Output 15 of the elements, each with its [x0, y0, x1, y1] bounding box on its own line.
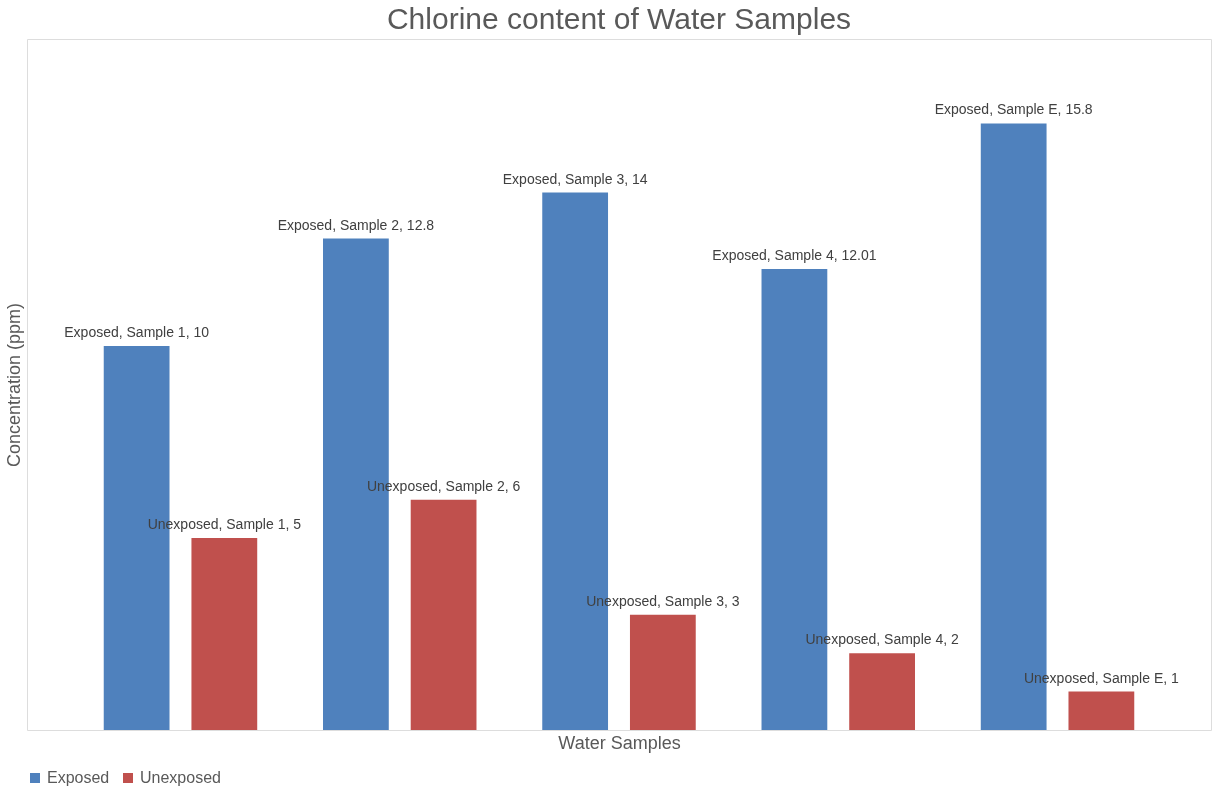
y-axis-title: Concentration (ppm) — [3, 302, 24, 468]
data-label: Exposed, Sample 3, 14 — [502, 170, 648, 187]
data-label: Exposed, Sample 2, 12.8 — [277, 216, 435, 233]
legend-label: Exposed — [47, 769, 110, 786]
bar — [849, 653, 915, 730]
data-label: Exposed, Sample E, 15.8 — [934, 101, 1093, 118]
legend-label: Unexposed — [140, 769, 221, 786]
x-axis-title: Water Samples — [558, 732, 681, 753]
data-label: Exposed, Sample 1, 10 — [64, 324, 210, 341]
data-label: Exposed, Sample 4, 12.01 — [712, 246, 877, 263]
bar — [410, 499, 477, 730]
bar — [629, 614, 696, 730]
bar — [191, 538, 258, 730]
chart-title: Chlorine content of Water Samples — [386, 2, 852, 35]
bar — [1068, 691, 1135, 730]
